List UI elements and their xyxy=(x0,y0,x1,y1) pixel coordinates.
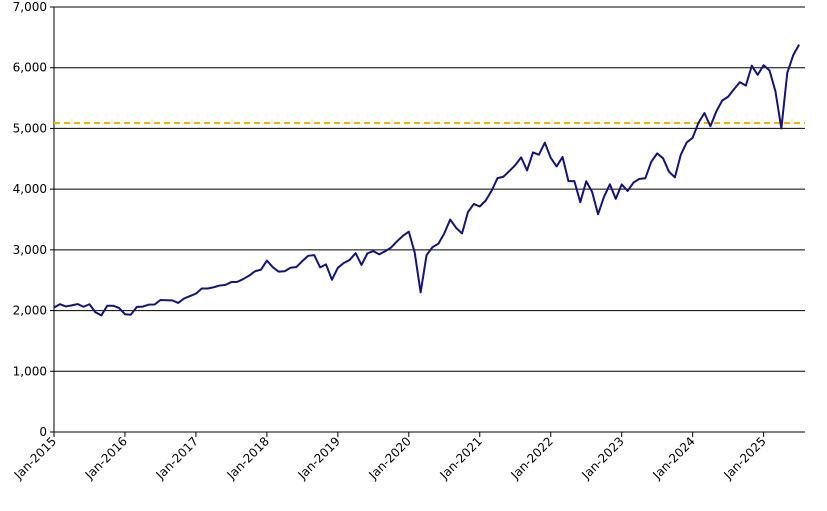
y-tick-label: 3,000 xyxy=(13,243,47,257)
x-tick-label: Jan-2018 xyxy=(224,434,272,482)
y-tick-label: 6,000 xyxy=(13,61,47,75)
x-tick-label: Jan-2021 xyxy=(437,434,485,482)
y-tick-label: 7,000 xyxy=(13,0,47,14)
x-tick-label: Jan-2024 xyxy=(649,434,697,482)
x-tick-label: Jan-2017 xyxy=(153,434,201,482)
y-tick-label: 4,000 xyxy=(13,182,47,196)
y-tick-label: 2,000 xyxy=(13,304,47,318)
x-tick-label: Jan-2025 xyxy=(720,434,768,482)
x-tick-label: Jan-2019 xyxy=(295,434,343,482)
x-tick-label: Jan-2015 xyxy=(11,434,59,482)
x-tick-label: Jan-2016 xyxy=(82,434,130,482)
series-line xyxy=(53,44,800,317)
y-tick-label: 1,000 xyxy=(13,364,47,378)
y-tick-label: 0 xyxy=(39,425,47,439)
x-tick-label: Jan-2023 xyxy=(578,434,626,482)
x-tick-label: Jan-2022 xyxy=(507,434,555,482)
y-tick-label: 5,000 xyxy=(13,121,47,135)
x-tick-label: Jan-2020 xyxy=(366,434,414,482)
